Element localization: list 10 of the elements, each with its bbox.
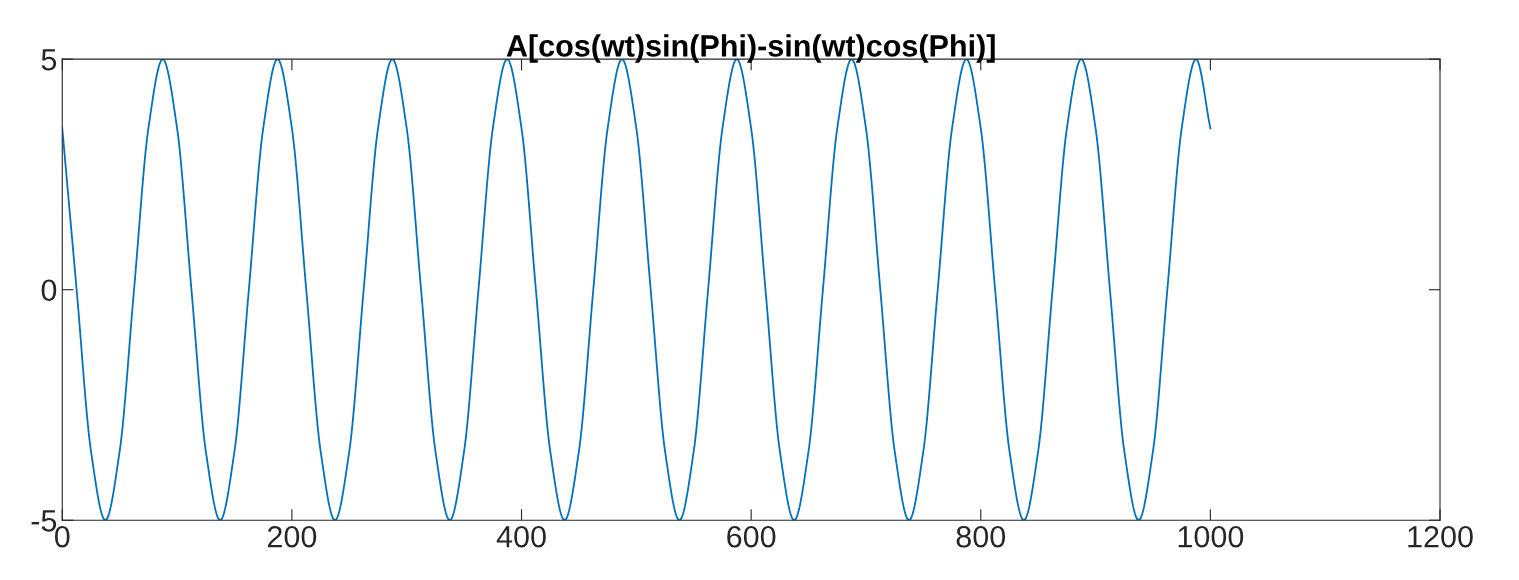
x-tick-label: 400 (496, 525, 546, 548)
x-tick-label: 600 (727, 525, 776, 548)
y-tick-label: 5 (41, 49, 57, 71)
chart-title: A[cos(wt)sin(Phi)-sin(wt)cos(Phi)] (506, 34, 995, 63)
x-tick-label: 800 (956, 525, 1006, 548)
y-tick-label: 0 (41, 279, 57, 302)
x-tick-label: 1200 (1408, 525, 1473, 548)
x-tick-label: 200 (267, 525, 317, 548)
y-tick-label: -5 (31, 510, 57, 532)
x-tick-label: 1000 (1178, 525, 1244, 548)
